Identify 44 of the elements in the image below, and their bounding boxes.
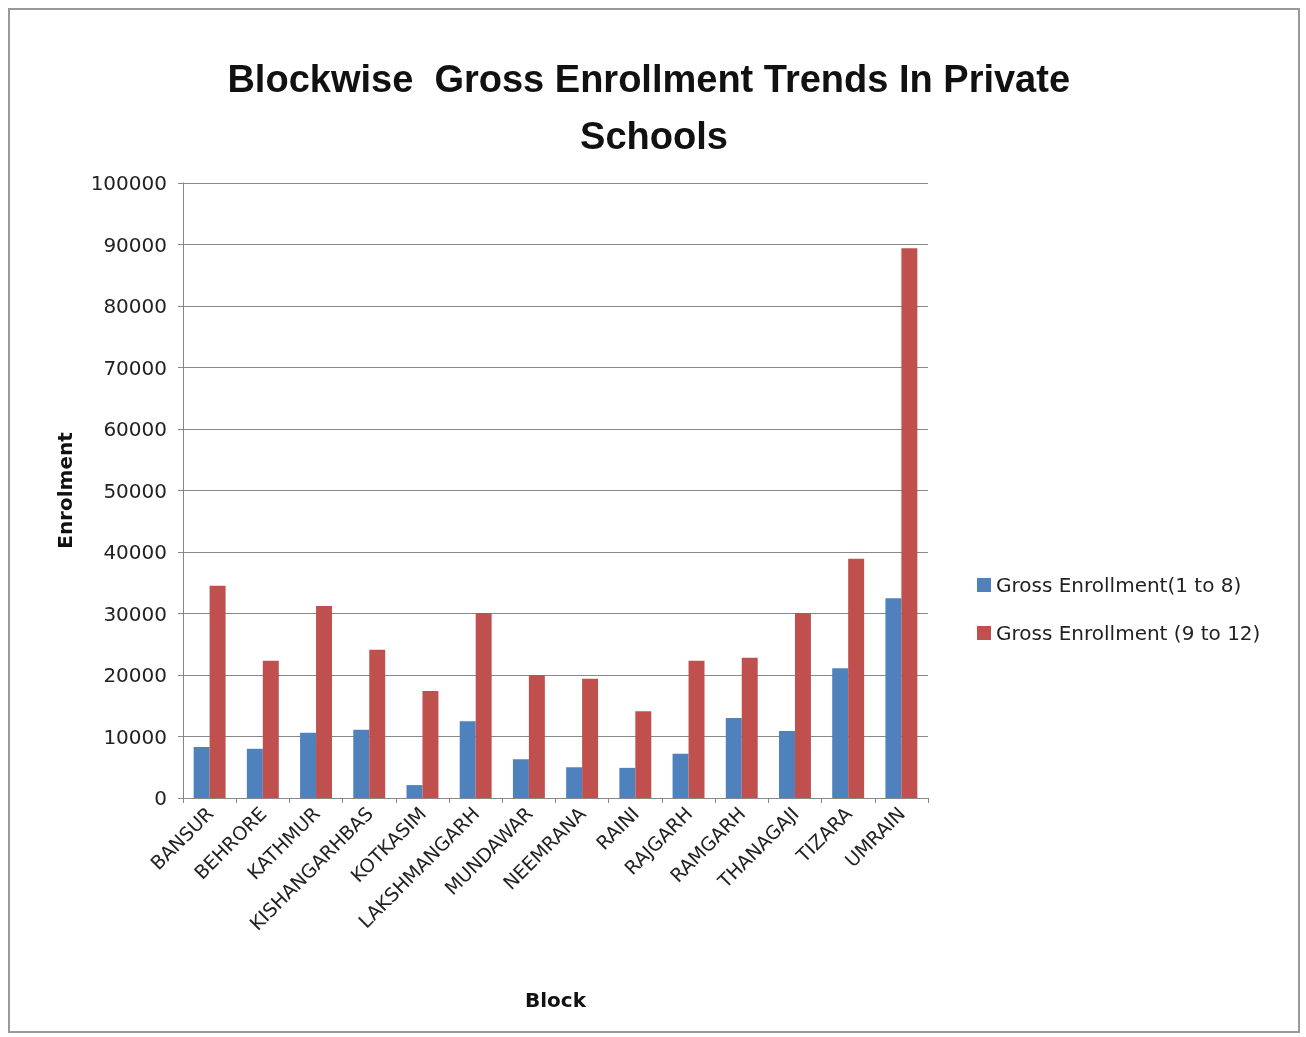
bar	[725, 718, 742, 798]
y-tick-label: 70000	[103, 355, 167, 380]
bar	[848, 558, 865, 798]
bar	[635, 711, 652, 798]
legend-label: Gross Enrollment(1 to 8)	[996, 573, 1242, 597]
y-tick-label: 90000	[103, 232, 167, 257]
bar	[672, 753, 689, 798]
y-tick-label: 50000	[103, 478, 167, 503]
y-tick-label: 30000	[103, 601, 167, 626]
bar	[475, 612, 492, 798]
bar	[246, 748, 263, 798]
bar	[193, 746, 210, 798]
y-tick-label: 80000	[103, 294, 167, 318]
bar	[619, 767, 636, 798]
bar	[406, 785, 423, 798]
chart-title: Blockwise Gross Enrollment Trends In Private Schools	[227, 57, 1081, 157]
bar	[901, 248, 918, 798]
y-tick-label: 20000	[103, 663, 167, 687]
y-tick-label: 60000	[103, 417, 167, 441]
bar	[582, 678, 599, 798]
bar	[316, 606, 332, 798]
bar	[262, 660, 279, 798]
bar	[512, 759, 529, 798]
bar	[528, 675, 545, 798]
y-tick-label: 10000	[103, 724, 167, 749]
bar	[885, 598, 902, 798]
bar	[369, 649, 386, 798]
legend-label: Gross Enrollment (9 to 12)	[996, 621, 1261, 645]
bar	[422, 690, 439, 798]
bar	[353, 729, 370, 798]
bar	[794, 612, 811, 798]
bar	[300, 732, 317, 798]
bar	[459, 721, 476, 798]
bar	[779, 730, 795, 798]
y-tick-label: 40000	[103, 540, 167, 564]
y-tick-label: 100000	[90, 171, 167, 195]
bar	[566, 767, 583, 798]
bar	[688, 660, 705, 798]
bar	[741, 657, 758, 798]
y-tick-label: 0	[154, 786, 167, 810]
bar	[832, 668, 849, 798]
y-axis-title: Enrolment	[53, 431, 77, 549]
bar	[209, 585, 226, 798]
x-axis-title: Block	[525, 988, 587, 1012]
